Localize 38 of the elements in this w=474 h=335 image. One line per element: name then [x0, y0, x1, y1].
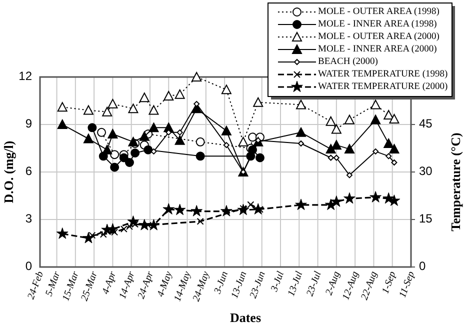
x-tick-label: 24-May	[190, 270, 212, 304]
x-tick-label: 1-Sep	[380, 270, 398, 296]
x-tick-label: 23-Jul	[304, 270, 324, 298]
x-tick-label: 14-May	[172, 270, 194, 304]
x-tick-label: 2-Aug	[324, 270, 342, 297]
x-tick-label: 5-Mar	[44, 270, 63, 298]
x-tick-label: 15-Mar	[60, 270, 82, 303]
x-tick-label: 22-Aug	[359, 270, 380, 302]
legend-label: MOLE - INNER AREA (1998)	[318, 20, 437, 30]
y-tick-label: 12	[18, 69, 32, 84]
x-tick-label: 13-Jun	[229, 270, 250, 300]
y-tick-label: 9	[25, 116, 32, 131]
y2-tick-label: 45	[419, 116, 433, 131]
legend-label: MOLE - INNER AREA (2000)	[318, 44, 437, 55]
legend-label: BEACH (2000)	[318, 57, 378, 68]
legend-label: MOLE - OUTER AREA (2000)	[318, 32, 440, 42]
y-axis-title: D.O. (mg/l)	[1, 140, 16, 204]
y-tick-label: 6	[25, 164, 32, 178]
x-tick-label: 23-Jun	[248, 270, 268, 300]
legend-label: MOLE - OUTER AREA (1998)	[318, 7, 440, 18]
x-tick-label: 3-Jul	[268, 270, 287, 294]
x-tick-label: 14-Apr	[117, 270, 138, 300]
y2-tick-label: 15	[419, 212, 433, 226]
x-tick-label: 25-Mar	[79, 270, 100, 303]
y-tick-label: 3	[25, 212, 32, 226]
y2-tick-label: 30	[419, 164, 433, 178]
x-axis-title: Dates	[230, 310, 262, 325]
x-tick-label: 4-May	[155, 270, 175, 298]
x-tick-label: 3-Jun	[212, 270, 231, 296]
x-tick-label: 4-Apr	[100, 270, 119, 296]
legend-label: WATER TEMPERATURE (2000)	[318, 82, 448, 92]
legend-label: WATER TEMPERATURE (1998)	[318, 70, 448, 80]
y2-tick-label: 0	[419, 259, 426, 274]
x-tick-label: 13-Jul	[286, 270, 306, 298]
x-tick-label: 12-Aug	[340, 270, 362, 302]
x-tick-label: 11-Sep	[397, 270, 417, 300]
x-tick-label: 24-Apr	[136, 270, 156, 300]
y2-axis-title: Temperature (°C)	[448, 132, 463, 232]
